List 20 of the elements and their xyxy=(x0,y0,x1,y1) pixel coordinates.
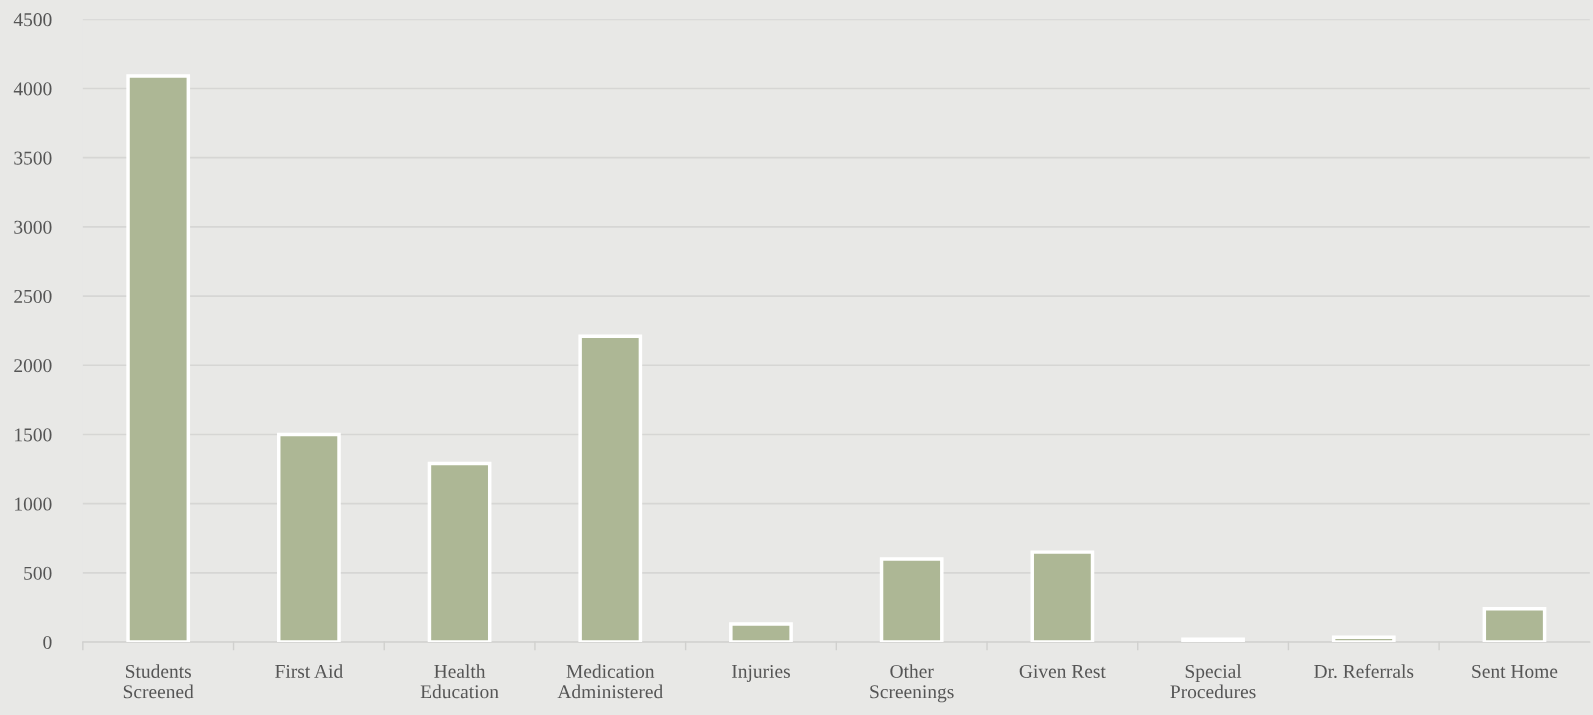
x-tick-label: Special Procedures xyxy=(1170,664,1256,699)
x-tick-label: Given Rest xyxy=(1019,664,1106,678)
x-tick-label: Injuries xyxy=(731,664,790,682)
y-tick-label: 3000 xyxy=(14,220,52,234)
x-tick-label: Dr. Referrals xyxy=(1314,664,1414,679)
x-tick-label: Sent Home xyxy=(1472,664,1558,678)
x-tick-label: Students Screened xyxy=(123,664,194,699)
y-tick-label: 1500 xyxy=(15,428,52,442)
y-tick-label: 1000 xyxy=(15,497,52,511)
x-tick-label: Other Screenings xyxy=(870,664,954,703)
y-tick-label: 500 xyxy=(24,566,52,580)
y-tick-label: 4000 xyxy=(13,82,52,96)
y-tick-label: 2000 xyxy=(14,359,52,373)
y-tick-label: 2500 xyxy=(14,289,52,304)
x-tick-label: First Aid xyxy=(275,664,343,678)
y-tick-label: 4500 xyxy=(13,13,52,27)
y-tick-label: 0 xyxy=(43,635,52,650)
x-tick-label: Health Education xyxy=(420,664,499,699)
y-tick-label: 3500 xyxy=(14,151,52,165)
x-tick-label: Medication Administered xyxy=(557,664,663,699)
